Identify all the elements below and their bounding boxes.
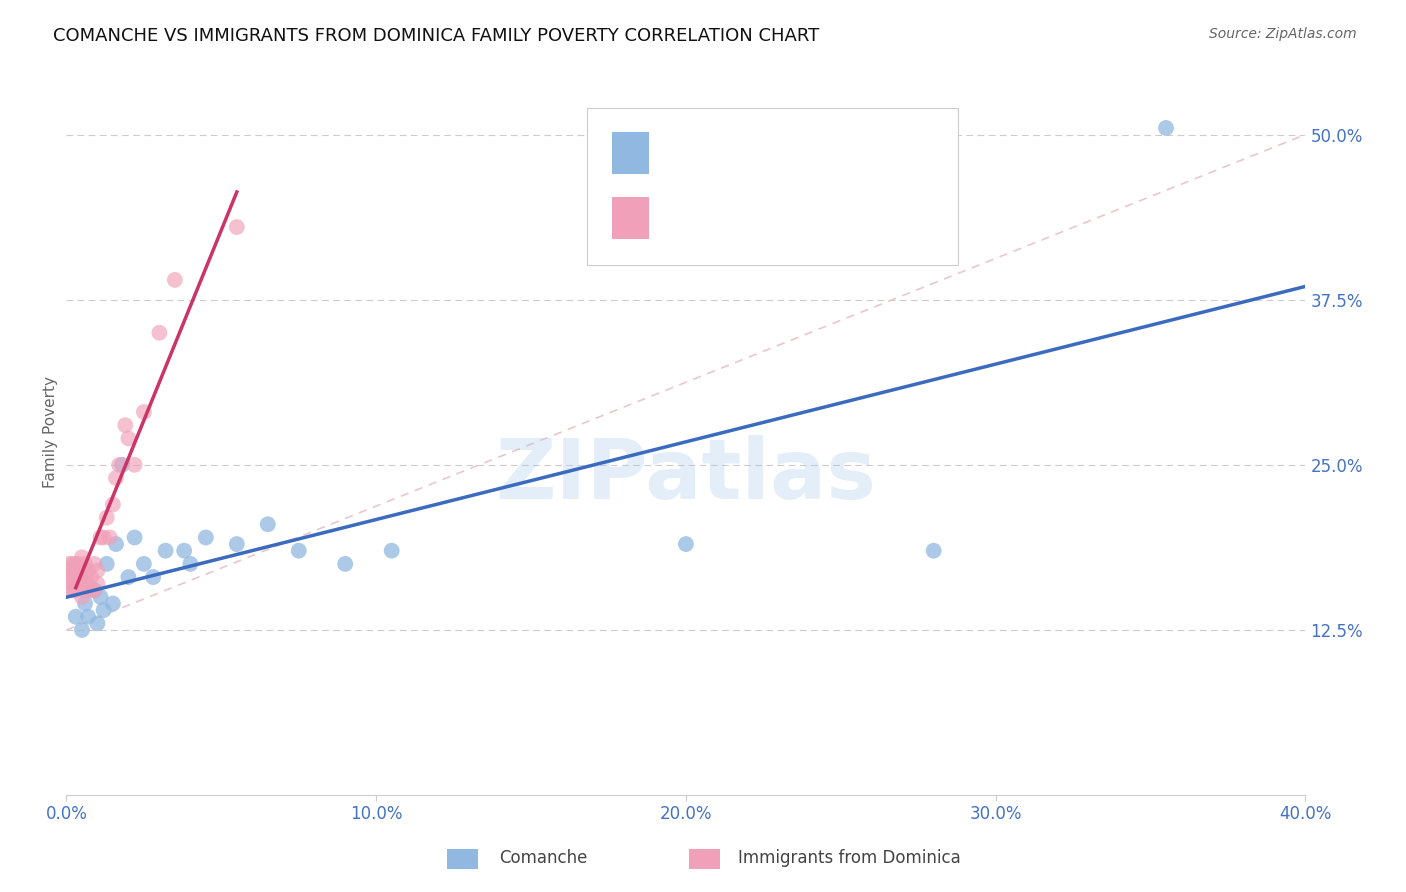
Point <box>65 570 87 584</box>
Point <box>77 564 100 578</box>
Text: R = 0.506: R = 0.506 <box>665 143 755 161</box>
Point <box>124 531 146 545</box>
Point <box>335 557 357 571</box>
Point <box>70 576 93 591</box>
Point <box>1154 120 1177 135</box>
Point <box>83 583 105 598</box>
Point <box>67 570 90 584</box>
Point <box>65 609 87 624</box>
Point <box>922 543 945 558</box>
Point <box>124 458 146 472</box>
Point <box>89 590 111 604</box>
Point <box>132 405 155 419</box>
Text: COMANCHE VS IMMIGRANTS FROM DOMINICA FAMILY POVERTY CORRELATION CHART: COMANCHE VS IMMIGRANTS FROM DOMINICA FAM… <box>53 27 820 45</box>
Point <box>287 543 309 558</box>
Text: N = 28: N = 28 <box>797 143 860 161</box>
Point <box>155 543 177 558</box>
Point <box>108 458 131 472</box>
Point <box>132 557 155 571</box>
Point <box>105 471 128 485</box>
Point <box>70 623 93 637</box>
Point <box>58 564 80 578</box>
FancyBboxPatch shape <box>586 109 959 265</box>
Text: N = 44: N = 44 <box>797 209 860 227</box>
Point <box>256 517 278 532</box>
Point <box>70 590 93 604</box>
Point <box>65 583 87 598</box>
Point <box>93 603 115 617</box>
Point <box>73 597 96 611</box>
Y-axis label: Family Poverty: Family Poverty <box>44 376 58 488</box>
Point <box>96 557 118 571</box>
Text: ZIPatlas: ZIPatlas <box>495 435 876 516</box>
Point <box>225 537 247 551</box>
Point <box>117 431 139 445</box>
Point <box>80 570 103 584</box>
Point <box>96 510 118 524</box>
Point <box>70 550 93 565</box>
Point <box>58 570 80 584</box>
Point <box>86 564 108 578</box>
Point <box>194 531 217 545</box>
Point <box>80 583 103 598</box>
Point <box>67 557 90 571</box>
Point <box>163 273 186 287</box>
Point <box>65 557 87 571</box>
Point <box>65 564 87 578</box>
Point <box>62 557 84 571</box>
Point <box>114 418 136 433</box>
Point <box>105 537 128 551</box>
Point <box>62 583 84 598</box>
Point <box>89 531 111 545</box>
Point <box>101 597 124 611</box>
Point <box>67 576 90 591</box>
Point <box>117 570 139 584</box>
FancyBboxPatch shape <box>612 132 648 174</box>
Text: Source: ZipAtlas.com: Source: ZipAtlas.com <box>1209 27 1357 41</box>
Point <box>70 564 93 578</box>
Point <box>93 531 115 545</box>
Point <box>98 531 121 545</box>
Point <box>62 576 84 591</box>
Point <box>111 458 134 472</box>
Point <box>381 543 404 558</box>
Point <box>77 609 100 624</box>
FancyBboxPatch shape <box>612 197 648 239</box>
Point <box>73 570 96 584</box>
Point <box>73 557 96 571</box>
Point <box>62 570 84 584</box>
Point <box>77 576 100 591</box>
Point <box>58 557 80 571</box>
Point <box>73 583 96 598</box>
Point <box>148 326 170 340</box>
Point <box>675 537 697 551</box>
Text: R = 0.353: R = 0.353 <box>665 209 755 227</box>
Point <box>225 220 247 235</box>
Text: Comanche: Comanche <box>499 849 588 867</box>
Point <box>86 616 108 631</box>
Point <box>86 576 108 591</box>
Point <box>83 583 105 598</box>
Text: Immigrants from Dominica: Immigrants from Dominica <box>738 849 960 867</box>
Point <box>173 543 195 558</box>
Point <box>142 570 165 584</box>
Point <box>83 557 105 571</box>
Point <box>101 498 124 512</box>
Point <box>179 557 201 571</box>
Point <box>58 583 80 598</box>
